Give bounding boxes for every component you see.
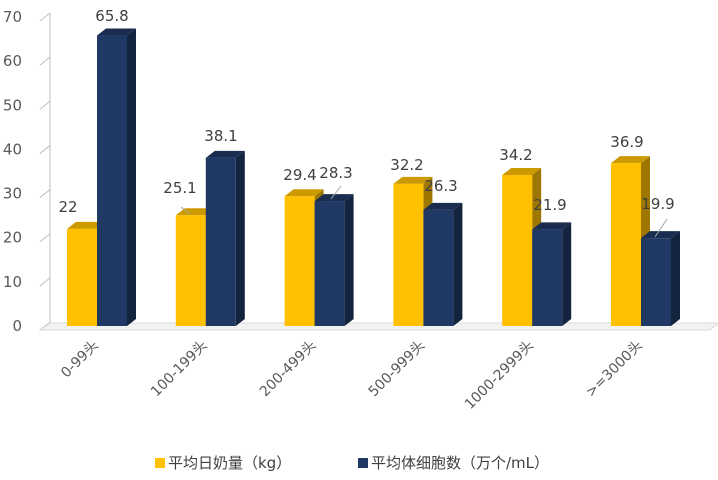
bar-top — [641, 231, 680, 239]
bar-top — [611, 156, 650, 164]
y-tick-label: 10 — [3, 273, 22, 291]
x-tick-label: 0-99头 — [58, 338, 102, 382]
bar-front — [97, 35, 127, 326]
bar-front — [611, 163, 641, 326]
bar-side — [344, 194, 354, 326]
bar-side — [562, 222, 572, 326]
data-label: 26.3 — [424, 177, 457, 195]
bar-top — [97, 28, 136, 36]
legend-swatch — [155, 458, 165, 468]
data-label: 19.9 — [641, 195, 674, 213]
leader-line — [654, 218, 668, 238]
x-axis: 0-99头 100-199头 200-499头 500-999头 1000-2999头 >… — [58, 338, 646, 413]
y-tick-label: 30 — [3, 185, 22, 203]
plot-area — [67, 28, 680, 326]
bar-front — [502, 175, 533, 326]
bar-side — [127, 28, 136, 326]
data-labels: 22 25.1 29.4 32.2 34.2 36.9 65.8 38.1 28.3 26.3 21… — [58, 7, 675, 238]
y-tick-mark — [39, 12, 51, 22]
bar-top — [284, 189, 324, 197]
x-tick-label: 200-499头 — [257, 338, 320, 401]
legend-label: 平均体细胞数（万个/mL） — [371, 454, 549, 472]
data-label: 28.3 — [319, 164, 352, 182]
bar-top — [67, 221, 106, 229]
x-tick-label: 1000-2999头 — [462, 338, 537, 413]
bar-front — [205, 157, 236, 326]
bar — [641, 231, 680, 326]
data-label: 21.9 — [533, 196, 566, 214]
bar — [314, 194, 354, 326]
y-tick-label: 40 — [3, 140, 22, 158]
legend-label: 平均日奶量（kg） — [168, 454, 291, 472]
bar-front — [175, 215, 206, 326]
bar-side — [671, 231, 680, 326]
data-label: 25.1 — [163, 179, 196, 197]
bar — [532, 222, 572, 326]
bar-front — [314, 201, 345, 326]
bar-front — [423, 209, 454, 326]
leader-line — [180, 206, 191, 215]
data-label: 22 — [58, 198, 77, 216]
x-tick-label: 500-999头 — [366, 338, 429, 401]
data-label: 32.2 — [390, 156, 423, 174]
legend: 平均日奶量（kg） 平均体细胞数（万个/mL） — [155, 454, 549, 472]
bar-top — [393, 176, 433, 184]
data-label: 29.4 — [283, 166, 316, 184]
y-tick-mark — [39, 56, 51, 66]
y-tick-label: 20 — [3, 229, 22, 247]
y-tick-label: 0 — [12, 317, 22, 335]
bar-front — [284, 196, 315, 326]
bar-front — [393, 183, 424, 326]
bar-top — [314, 194, 354, 202]
y-tick-mark — [39, 145, 51, 154]
bar-side — [453, 202, 463, 326]
bar-front — [641, 238, 671, 326]
data-label: 36.9 — [610, 133, 643, 151]
bar-side — [235, 150, 245, 326]
bar-front — [67, 228, 97, 326]
bar-top — [532, 222, 572, 230]
y-tick-mark — [39, 189, 51, 198]
data-label: 65.8 — [95, 7, 128, 25]
y-tick-mark — [39, 277, 51, 287]
bar — [97, 28, 136, 326]
y-tick-label: 70 — [3, 8, 22, 26]
x-tick-label: 100-199头 — [148, 338, 211, 401]
bar-top — [205, 150, 245, 158]
y-tick-label: 50 — [3, 96, 22, 114]
y-tick-mark — [39, 233, 51, 243]
bar — [205, 150, 245, 326]
legend-swatch — [358, 458, 368, 468]
data-label: 38.1 — [204, 127, 237, 145]
y-tick-label: 60 — [3, 52, 22, 70]
bar-top — [502, 168, 542, 176]
leader-line — [330, 185, 342, 200]
bar — [423, 202, 463, 326]
x-tick-label: >=3000头 — [583, 338, 646, 401]
bar-front — [532, 229, 563, 326]
data-label: 34.2 — [499, 146, 532, 164]
y-tick-mark — [39, 100, 51, 110]
bar-top — [423, 202, 463, 210]
